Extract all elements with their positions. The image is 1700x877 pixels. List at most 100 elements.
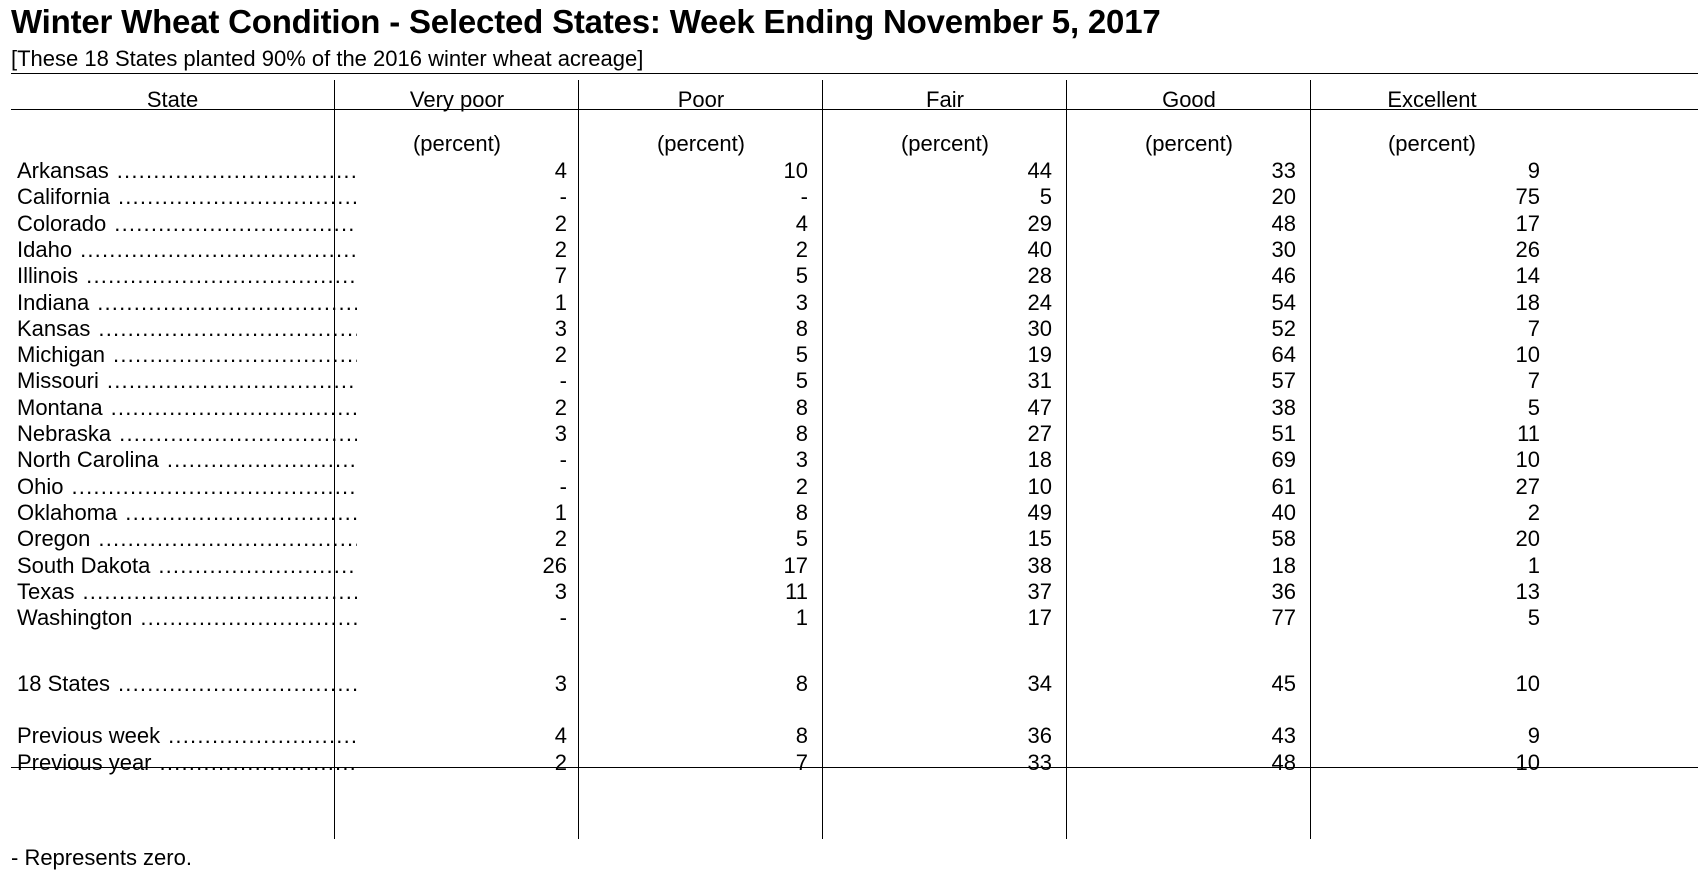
value-cell: 2: [554, 210, 567, 236]
value-cell: 10: [1515, 670, 1540, 696]
table-row: Montana.................................…: [0, 395, 1700, 424]
column-divider: [1066, 80, 1067, 839]
dot-leader: ........................................…: [71, 473, 357, 499]
state-name: Previous year: [17, 749, 152, 775]
state-cell: Indiana.................................…: [17, 290, 357, 319]
state-cell: Illinois................................…: [17, 263, 357, 292]
table-row: 18 States...............................…: [0, 671, 1700, 700]
state-cell: Missouri................................…: [17, 368, 357, 397]
value-cell: 20: [1515, 526, 1540, 552]
value-cell: 3: [554, 421, 567, 446]
state-name: Nebraska: [17, 421, 112, 446]
state-cell: Previous year...........................…: [17, 750, 357, 779]
value-cell: 26: [1515, 236, 1540, 262]
dot-leader: ........................................…: [119, 421, 357, 446]
value-cell: 14: [1515, 263, 1540, 289]
value-cell: 18: [1027, 447, 1052, 473]
dot-leader: ........................................…: [125, 499, 357, 525]
value-cell: 7: [1527, 368, 1540, 394]
dot-leader: ........................................…: [98, 526, 357, 552]
state-cell: North Carolina..........................…: [17, 447, 357, 476]
value-cell: 69: [1271, 447, 1296, 473]
value-cell: 19: [1027, 342, 1052, 368]
value-cell: 8: [795, 723, 808, 749]
state-cell: Oregon..................................…: [17, 526, 357, 555]
value-cell: 51: [1271, 421, 1296, 446]
value-cell: 7: [1527, 315, 1540, 341]
value-cell: 8: [795, 394, 808, 420]
column-header-very-poor: Very poor: [409, 87, 505, 112]
value-cell: 38: [1027, 552, 1052, 578]
state-cell: Previous week...........................…: [17, 723, 357, 752]
state-cell: 18 States...............................…: [17, 671, 357, 700]
value-cell: 1: [795, 605, 808, 631]
value-cell: 43: [1271, 723, 1296, 749]
value-cell: 5: [795, 368, 808, 394]
dot-leader: ........................................…: [114, 210, 357, 236]
table-row: Oregon..................................…: [0, 526, 1700, 555]
value-cell: 44: [1027, 158, 1052, 183]
value-cell: 57: [1271, 368, 1296, 394]
dot-leader: ........................................…: [86, 263, 357, 289]
unit-label: (percent): [656, 131, 746, 156]
state-name: Kansas: [17, 315, 91, 341]
value-cell: 26: [542, 552, 567, 578]
header-rule: [11, 109, 1698, 110]
value-cell: 17: [783, 552, 808, 578]
dot-leader: ........................................…: [140, 605, 357, 631]
table-row: Illinois................................…: [0, 263, 1700, 292]
dot-leader: ........................................…: [113, 342, 357, 368]
unit-label: (percent): [900, 131, 990, 156]
table-top-rule: [11, 73, 1698, 74]
value-cell: 17: [1515, 210, 1540, 236]
table-row: Missouri................................…: [0, 368, 1700, 397]
dot-leader: ........................................…: [80, 236, 357, 262]
dot-leader: ........................................…: [82, 578, 357, 604]
value-cell: 5: [1527, 605, 1540, 631]
value-cell: 10: [1515, 342, 1540, 368]
value-cell: 2: [554, 342, 567, 368]
value-cell: -: [800, 184, 808, 210]
value-cell: 52: [1271, 315, 1296, 341]
state-name: California: [17, 184, 110, 210]
value-cell: 30: [1027, 315, 1052, 341]
state-name: Indiana: [17, 289, 90, 315]
value-cell: 5: [795, 526, 808, 552]
value-cell: 4: [554, 158, 567, 183]
table-row: Indiana.................................…: [0, 290, 1700, 319]
column-header-good: Good: [1162, 87, 1216, 112]
table-row: Kansas..................................…: [0, 316, 1700, 345]
table-row: Previous year...........................…: [0, 750, 1700, 779]
state-name: Ohio: [17, 473, 64, 499]
value-cell: 11: [1517, 421, 1540, 446]
table-row: Arkansas................................…: [0, 158, 1700, 187]
dot-leader: ........................................…: [116, 158, 357, 183]
value-cell: 37: [1027, 578, 1052, 604]
state-name: Missouri: [17, 368, 99, 394]
value-cell: 36: [1271, 578, 1296, 604]
dot-leader: ........................................…: [159, 749, 357, 775]
value-cell: 3: [795, 447, 808, 473]
value-cell: 38: [1271, 394, 1296, 420]
value-cell: 45: [1271, 670, 1296, 696]
state-cell: Ohio....................................…: [17, 474, 357, 503]
value-cell: 54: [1271, 289, 1296, 315]
table-row: Michigan................................…: [0, 342, 1700, 371]
dot-leader: ........................................…: [110, 394, 357, 420]
value-cell: 8: [795, 315, 808, 341]
table-row: California..............................…: [0, 184, 1700, 213]
value-cell: 8: [795, 421, 808, 446]
state-name: South Dakota: [17, 552, 151, 578]
value-cell: 10: [1515, 749, 1540, 775]
value-cell: 3: [554, 315, 567, 341]
value-cell: 33: [1271, 158, 1296, 183]
state-cell: Colorado................................…: [17, 211, 357, 240]
value-cell: 13: [1515, 578, 1540, 604]
value-cell: -: [559, 605, 567, 631]
page-subtitle: [These 18 States planted 90% of the 2016…: [11, 46, 644, 71]
value-cell: 3: [554, 578, 567, 604]
value-cell: 5: [795, 263, 808, 289]
table-row: North Carolina..........................…: [0, 447, 1700, 476]
column-divider: [1310, 80, 1311, 839]
state-name: Montana: [17, 394, 103, 420]
